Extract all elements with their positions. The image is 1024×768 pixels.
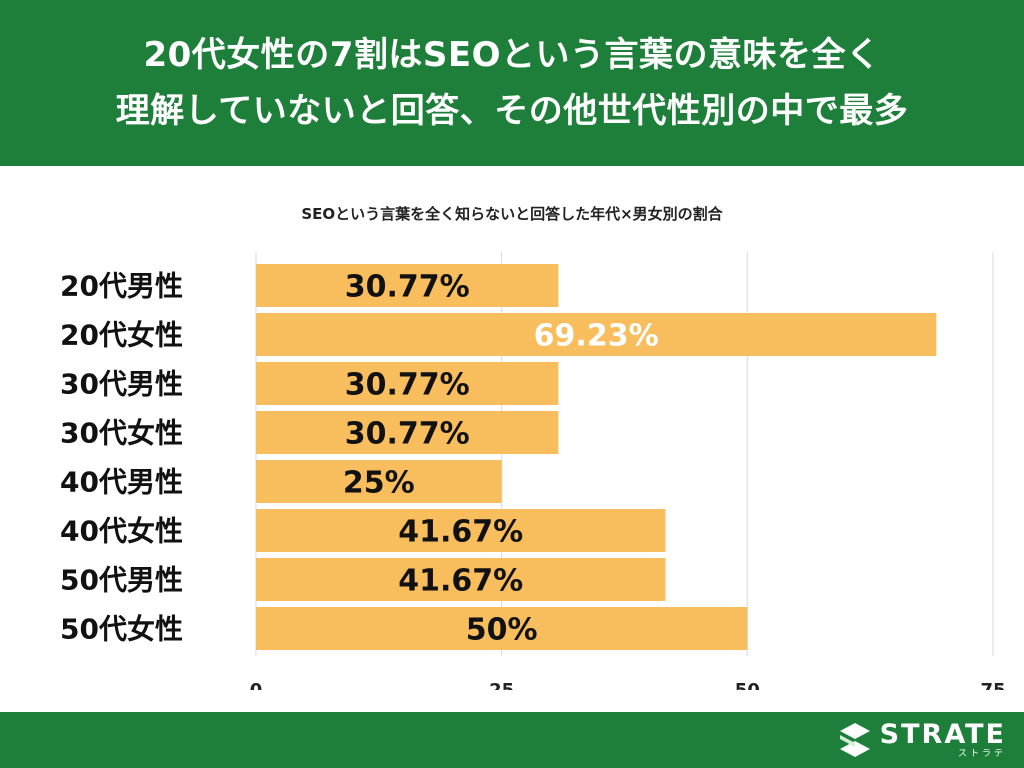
bar: [256, 362, 559, 405]
category-label: 50代女性: [60, 613, 183, 646]
data-label: 25%: [343, 466, 415, 501]
brand-name: STRATE: [879, 719, 1006, 750]
category-label: 20代男性: [60, 270, 183, 303]
bar: [256, 460, 502, 503]
strate-logo-icon: [839, 723, 870, 757]
bar: [256, 313, 937, 356]
data-label: 41.67%: [398, 564, 523, 599]
data-label: 69.23%: [534, 319, 659, 354]
headline-line-1: 20代女性の7割はSEOという言葉の意味を全く: [143, 35, 881, 75]
category-label: 40代女性: [60, 515, 183, 548]
brand-kana: ストラテ: [957, 749, 1006, 759]
footer-bar: STRATE ストラテ: [0, 712, 1024, 768]
data-label: 30.77%: [345, 270, 470, 305]
bar: [256, 607, 748, 650]
chart-title: SEOという言葉を全く知らないと回答した年代×男女別の割合: [301, 205, 723, 223]
data-label: 30.77%: [345, 417, 470, 452]
bar: [256, 558, 666, 601]
bar: [256, 411, 559, 454]
category-label: 20代女性: [60, 319, 183, 352]
brand-logo[interactable]: STRATE ストラテ: [836, 720, 1006, 760]
x-tick-label: 75: [980, 680, 1005, 690]
bar-chart: 20代男性 30.77% 20代女性 69.23% 30代男性 30.77% 30代女性 30…: [60, 252, 1006, 690]
category-label: 50代男性: [60, 564, 183, 597]
header-banner: 20代女性の7割はSEOという言葉の意味を全く 理解していないと回答、その他世代…: [0, 0, 1024, 166]
category-label: 30代女性: [60, 417, 183, 450]
category-label: 40代男性: [60, 466, 183, 499]
data-label: 41.67%: [398, 515, 523, 550]
data-label: 50%: [466, 613, 538, 648]
data-label: 30.77%: [345, 368, 470, 403]
x-tick-label: 50: [735, 680, 760, 690]
headline-line-2: 理解していないと回答、その他世代性別の中で最多: [115, 91, 909, 131]
bar: [256, 264, 559, 307]
x-tick-label: 0: [250, 680, 263, 690]
x-tick-label: 25: [489, 680, 514, 690]
category-label: 30代男性: [60, 368, 183, 401]
bar: [256, 509, 666, 552]
